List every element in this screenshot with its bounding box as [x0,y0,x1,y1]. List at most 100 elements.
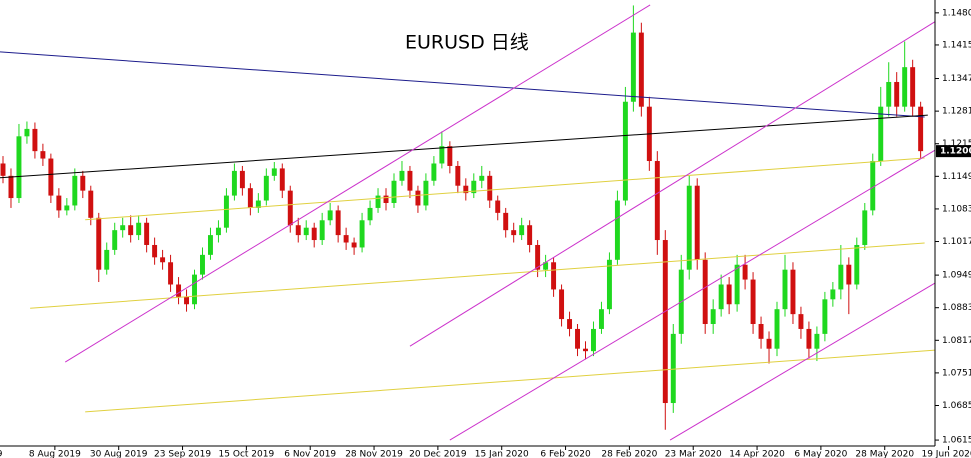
candle-body [335,210,341,236]
candle-body [423,180,429,206]
candle-body [551,262,557,290]
candle-body [718,284,724,310]
trend-line [64,4,651,363]
candle-body [343,235,349,243]
candle-body [176,284,182,297]
candle-body [303,227,309,236]
x-tick-label: 15 Oct 2019 [219,450,275,458]
candle-body [16,136,22,199]
candle-body [455,165,461,186]
candle-body [910,67,916,107]
x-tick-label: 2019 [0,450,3,458]
candle-body [734,264,740,305]
candle-body [886,81,892,107]
candle-body [8,175,14,199]
candle-body [591,328,596,352]
candle-body [902,67,908,107]
candle-body [463,185,469,194]
candle-body [56,195,62,211]
candle-body [894,81,900,107]
candle-body [383,195,389,203]
candle-body [918,106,924,152]
candle-body [838,264,844,290]
candle-body [271,168,277,176]
candle-body [295,225,301,236]
candle-body [287,190,293,226]
candle-body [359,220,365,248]
candle-body [471,180,477,194]
candle-body [583,348,588,352]
y-tick-label: 1.0883 [942,303,971,313]
x-tick-label: 23 Sep 2019 [154,450,211,458]
candle-body [822,299,828,334]
x-tick-label: 6 Feb 2020 [540,450,591,458]
candle-body [870,161,876,211]
candle-body [726,284,732,305]
candle-body [64,205,70,211]
candle-body [399,170,405,181]
candle-body [407,170,413,191]
x-tick-label: 23 Mar 2020 [665,450,722,458]
candle-body [622,101,628,201]
x-tick-label: 28 Feb 2020 [601,450,657,458]
candle-body [854,244,860,285]
candle-body [80,175,86,191]
trend-line [449,149,936,441]
candle-body [503,212,509,231]
y-tick-label: 1.1083 [942,204,971,214]
candle-body [782,269,788,310]
candle-body [702,259,708,325]
candle-body [535,244,541,270]
candle-body [830,289,836,300]
candle-body [654,161,660,241]
x-tick-label: 14 Apr 2020 [729,450,785,458]
trend-line [0,114,928,179]
candle-body [96,217,102,270]
candle-body [32,128,38,152]
candle-body [247,188,253,208]
candle-body [375,195,381,208]
y-tick-label: 1.1017 [942,237,971,247]
candle-body [200,254,205,275]
candle-body [878,106,884,162]
candle-body [40,151,46,159]
x-tick-label: 6 May 2020 [794,450,847,458]
candle-body [606,259,612,310]
candle-body [231,170,237,196]
candle-body [766,338,772,349]
y-tick-label: 1.1281 [942,107,971,117]
y-tick-label: 1.0949 [942,271,971,281]
candle-body [742,264,748,280]
candle-body [136,222,142,236]
trend-line [669,282,936,441]
y-tick-label: 1.1415 [942,40,971,50]
candle-body [567,319,573,329]
candle-body [814,333,820,349]
candle-body [447,146,453,166]
candle-body [144,222,150,245]
y-tick-label: 1.1215 [942,139,971,149]
candle-body [614,200,620,260]
candle-body [168,262,174,285]
candle-body [630,32,636,102]
y-tick-label: 1.1149 [942,172,971,182]
candle-body [48,158,54,196]
y-tick-label: 1.0751 [942,368,971,378]
trend-line [85,157,925,221]
candle-body [120,225,126,231]
candle-body [662,240,668,404]
candle-body [487,175,493,201]
x-tick-label: 20 Dec 2019 [409,450,467,458]
y-tick-label: 1.0615 [942,436,971,446]
candle-body [774,309,780,349]
candle-body [88,190,94,218]
candle-body [806,328,812,349]
candle-body [24,128,30,137]
candle-body [391,180,397,203]
candle-body [527,225,533,245]
candle-body [575,328,580,349]
candle-body [846,264,852,285]
candle-body [790,269,796,315]
candle-body [327,210,333,221]
